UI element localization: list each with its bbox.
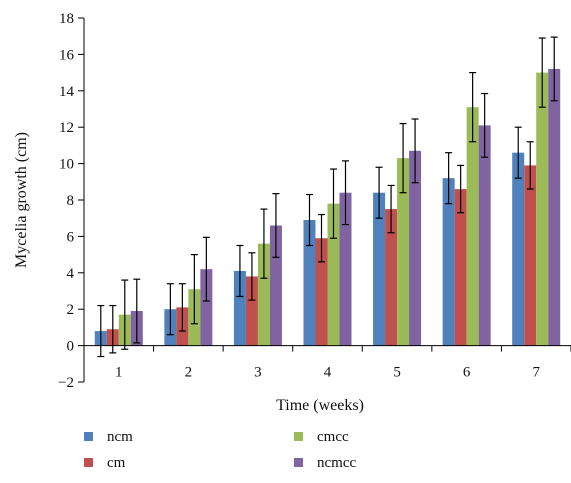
x-axis-title: Time (weeks)	[276, 397, 364, 414]
bar-cmcc	[257, 243, 270, 346]
bar-cmcc	[397, 158, 410, 346]
legend-label-cm: cm	[107, 455, 126, 471]
x-axis: 1 2 3 4 5 6 7	[83, 345, 571, 381]
bar-ncmcc	[269, 225, 282, 346]
y-tick-label: 6	[67, 229, 75, 245]
y-tick-label: 2	[67, 302, 75, 318]
legend-label-ncmcc: ncmcc	[317, 455, 356, 471]
legend-swatch-cmcc	[294, 432, 303, 441]
y-tick-label: −2	[58, 375, 74, 391]
legend-swatch-ncmcc	[294, 458, 303, 467]
bar-cmcc	[536, 72, 549, 346]
bar-ncmcc	[200, 269, 213, 346]
bar-ncmcc	[409, 150, 422, 346]
x-tick-label: 3	[254, 365, 262, 381]
bar-ncmcc	[478, 125, 491, 346]
legend-swatch-cm	[84, 458, 93, 467]
bar-cm	[524, 165, 537, 346]
bar-cm	[385, 209, 398, 346]
legend-swatch-ncm	[84, 432, 93, 441]
legend: ncm cm cmcc ncmcc	[84, 429, 356, 471]
y-axis-title: Mycelia growth (cm)	[13, 132, 30, 268]
y-tick-label: 8	[67, 193, 75, 209]
bar-cm	[245, 276, 258, 346]
x-tick-label: 1	[115, 365, 123, 381]
bar-cm	[454, 189, 467, 346]
bar-ncm	[442, 178, 455, 346]
y-tick-label: 14	[59, 84, 75, 100]
bar-cmcc	[466, 107, 479, 346]
y-tick-label: 12	[59, 120, 74, 136]
bar-cmcc	[327, 203, 340, 346]
legend-label-cmcc: cmcc	[317, 429, 349, 445]
y-tick-label: 0	[67, 339, 75, 355]
y-tick-label: 16	[59, 47, 75, 63]
bar-ncm	[512, 152, 525, 346]
bar-ncm	[303, 220, 316, 346]
legend-label-ncm: ncm	[107, 429, 133, 445]
x-tick-label: 6	[463, 365, 471, 381]
bar-ncm	[233, 270, 246, 346]
bar-ncm	[373, 192, 386, 346]
bar-ncmcc	[548, 68, 561, 346]
x-tick-label: 7	[532, 365, 540, 381]
y-tick-label: 10	[59, 157, 74, 173]
x-tick-label: 4	[324, 365, 332, 381]
bars	[94, 36, 561, 358]
x-tick-label: 5	[393, 365, 401, 381]
bar-cm	[315, 238, 328, 346]
y-axis: −2 0 2 4 6 8 10 12 14 16 18	[58, 11, 85, 391]
y-tick-label: 4	[67, 266, 75, 282]
y-tick-label: 18	[59, 11, 74, 27]
x-tick-label: 2	[185, 365, 193, 381]
bar-ncmcc	[339, 192, 352, 346]
